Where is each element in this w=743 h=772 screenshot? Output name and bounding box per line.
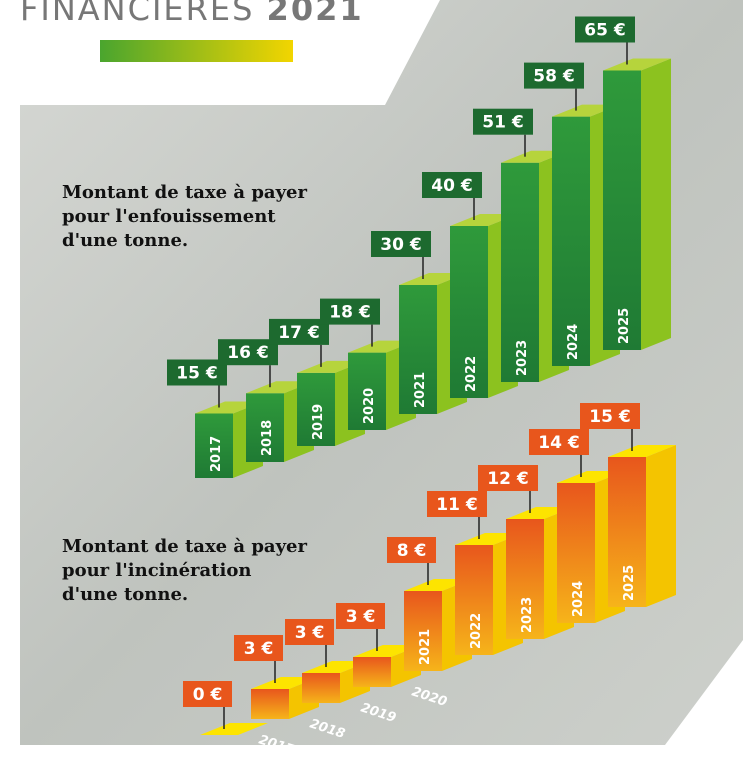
year-label: 2019 xyxy=(311,404,326,440)
value-label: 0 € xyxy=(193,685,223,705)
bar-top xyxy=(603,58,671,71)
value-label: 3 € xyxy=(244,639,274,659)
bar-front xyxy=(501,162,539,382)
value-label: 65 € xyxy=(584,21,625,41)
value-label-box xyxy=(524,62,584,89)
bar-front xyxy=(246,393,284,462)
bar-front xyxy=(404,591,442,671)
header-bar xyxy=(100,40,293,62)
bar-front xyxy=(195,413,233,478)
chart-title: Montant de taxe à payer xyxy=(62,536,307,557)
value-label-box xyxy=(473,108,533,135)
value-label: 58 € xyxy=(533,67,574,87)
year-label: 2021 xyxy=(413,372,428,408)
year-label: 2021 xyxy=(418,629,433,665)
year-label: 2024 xyxy=(566,324,581,360)
chart-title: d'une tonne. xyxy=(62,584,188,605)
bar-front xyxy=(557,483,595,623)
year-label: 2025 xyxy=(617,308,632,344)
value-label: 15 € xyxy=(589,407,630,427)
bar-front xyxy=(552,116,590,366)
year-label: 2017 xyxy=(209,436,224,472)
bar-side xyxy=(641,58,671,350)
bar-front xyxy=(297,372,335,446)
bar-front xyxy=(603,70,641,350)
value-label: 12 € xyxy=(487,469,528,489)
value-label-box xyxy=(183,681,232,707)
value-label-box xyxy=(580,403,640,429)
value-label-box xyxy=(387,537,436,563)
value-label-box xyxy=(529,429,589,455)
value-label: 16 € xyxy=(227,343,268,363)
year-label: 2023 xyxy=(520,597,535,633)
value-label: 40 € xyxy=(431,176,472,196)
header: FINANCIÈRES 2021 xyxy=(20,0,364,28)
bar-front xyxy=(353,657,391,687)
bar-top xyxy=(200,723,268,735)
value-label-box xyxy=(269,318,329,345)
value-label: 15 € xyxy=(176,364,217,384)
value-label-box xyxy=(285,619,334,645)
value-label: 51 € xyxy=(482,113,523,133)
value-label: 14 € xyxy=(538,433,579,453)
bar-side xyxy=(646,445,676,607)
value-label-box xyxy=(320,298,380,325)
value-label-box xyxy=(234,635,283,661)
header-title: FINANCIÈRES xyxy=(20,0,254,28)
value-label-box xyxy=(371,231,431,257)
value-label-box xyxy=(167,359,227,386)
value-label: 11 € xyxy=(436,495,477,515)
year-label: 2020 xyxy=(362,388,377,424)
bar-front xyxy=(251,689,289,719)
year-label: 2022 xyxy=(469,613,484,649)
chart-title: Montant de taxe à payer xyxy=(62,182,307,203)
year-label: 2018 xyxy=(260,420,275,456)
bar-front xyxy=(302,673,340,703)
bar-front xyxy=(608,457,646,607)
value-label: 3 € xyxy=(295,623,325,643)
value-label: 30 € xyxy=(380,235,421,255)
value-label-box xyxy=(427,491,487,517)
bar-top xyxy=(608,445,676,457)
value-label-box xyxy=(422,172,482,198)
value-label: 8 € xyxy=(397,541,427,561)
value-label: 17 € xyxy=(278,323,319,343)
bar-front xyxy=(506,519,544,639)
value-label-box xyxy=(478,465,538,491)
bar-front xyxy=(450,226,488,398)
chart-title: pour l'enfouissement xyxy=(62,206,276,227)
year-label: 2024 xyxy=(571,581,586,617)
value-label: 18 € xyxy=(329,303,370,323)
year-label: 2022 xyxy=(464,356,479,392)
year-label: 2025 xyxy=(622,565,637,601)
bar-front xyxy=(455,545,493,655)
value-label-box xyxy=(575,16,635,43)
bar-front xyxy=(348,352,386,430)
header-year: 2021 xyxy=(267,0,364,28)
value-label: 3 € xyxy=(346,607,376,627)
value-label-box xyxy=(336,603,385,629)
chart-title: d'une tonne. xyxy=(62,230,188,251)
bar-front xyxy=(399,285,437,414)
year-label: 2023 xyxy=(515,340,530,376)
value-label-box xyxy=(218,339,278,366)
chart-title: pour l'incinération xyxy=(62,560,251,581)
